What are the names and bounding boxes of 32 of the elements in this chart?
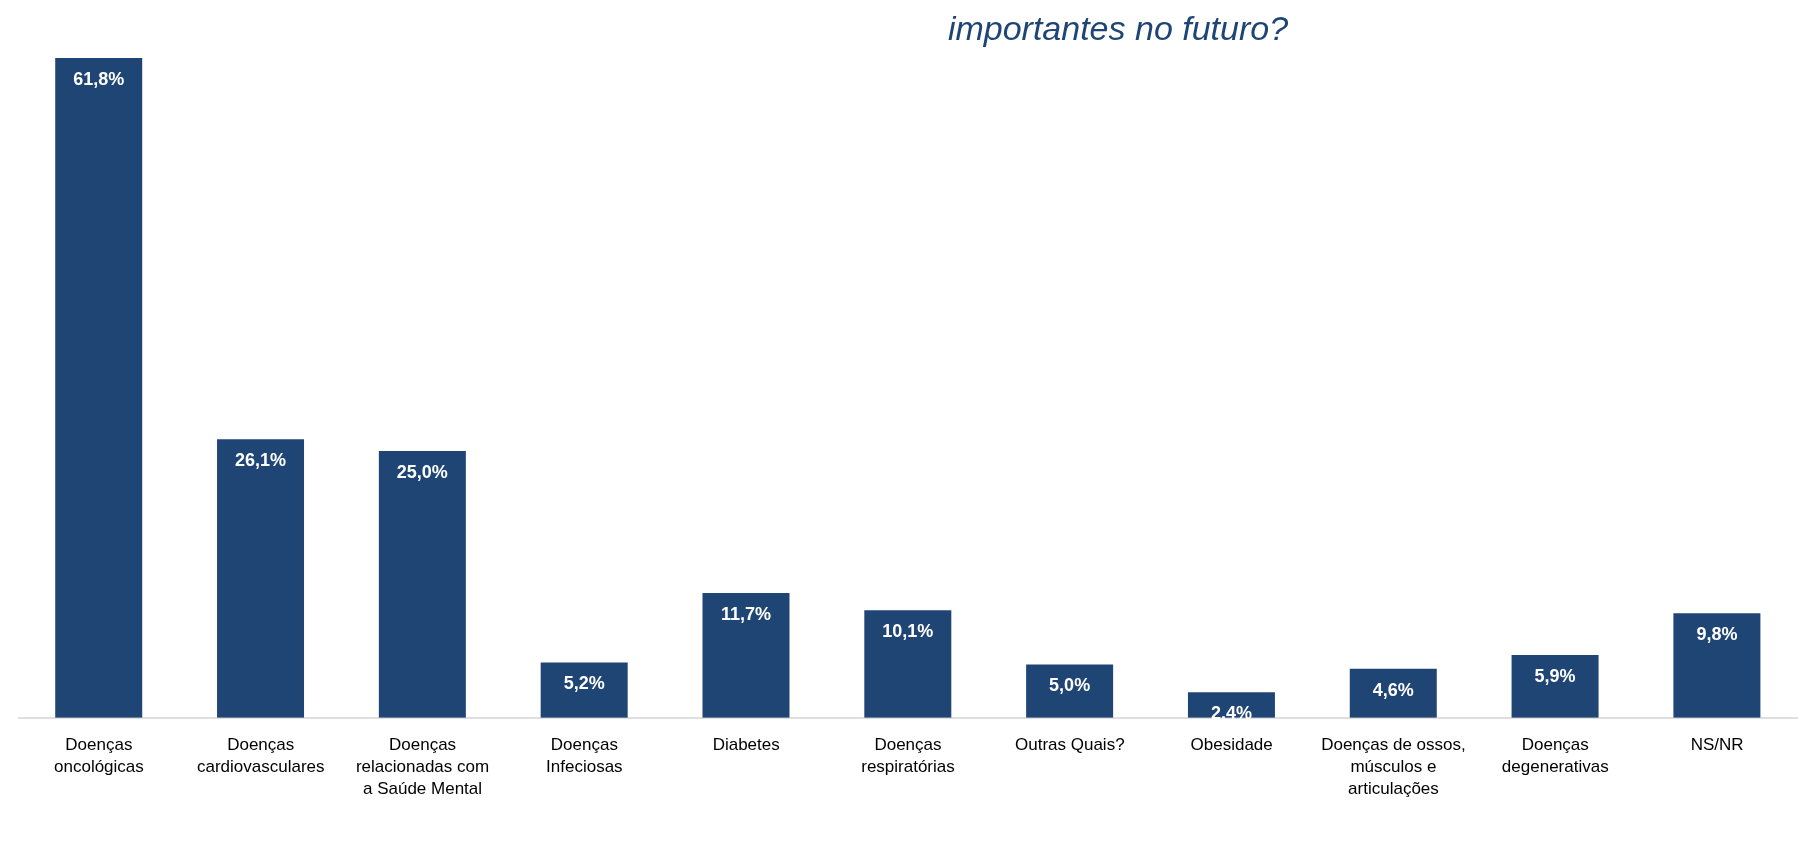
x-tick-label: NS/NR [1690, 735, 1744, 754]
x-tick-label: Doenças cardiovasculares [196, 735, 325, 776]
bar [1349, 668, 1437, 718]
bar [55, 58, 143, 718]
data-label: 5,2% [563, 673, 605, 694]
bar [864, 610, 952, 718]
data-label: 10,1% [882, 620, 934, 641]
data-label: 25,0% [396, 461, 448, 482]
data-label: 26,1% [235, 450, 287, 471]
x-tick-label: Doenças Infeciosas [546, 735, 623, 776]
x-tick-label: Doenças oncológicas [54, 735, 144, 776]
x-tick-label: Diabetes [712, 735, 780, 754]
x-tick-label: Doenças de ossos, músculos e articulações [1321, 735, 1466, 798]
x-tick-label: Doenças degenerativas [1501, 735, 1609, 776]
x-tick-label: Outras Quais? [1015, 735, 1125, 754]
data-label: 5,9% [1534, 665, 1576, 686]
data-label: 4,6% [1372, 679, 1414, 700]
x-tick-label: Doenças respiratórias [861, 735, 955, 776]
bar [1026, 664, 1114, 718]
data-label: 61,8% [73, 68, 125, 89]
x-tick-label: Doenças relacionadas com a Saúde Mental [355, 735, 490, 798]
data-label: 9,8% [1696, 624, 1738, 645]
bar [217, 439, 305, 718]
x-tick-label: Obesidade [1190, 735, 1273, 754]
chart-title: importantes no futuro? [946, 8, 1290, 48]
bar [1511, 654, 1599, 718]
bar [378, 451, 466, 718]
data-label: 5,0% [1049, 675, 1091, 696]
bar [1673, 613, 1761, 718]
bar [702, 593, 790, 718]
data-label: 11,7% [720, 603, 772, 624]
bar [540, 662, 628, 718]
